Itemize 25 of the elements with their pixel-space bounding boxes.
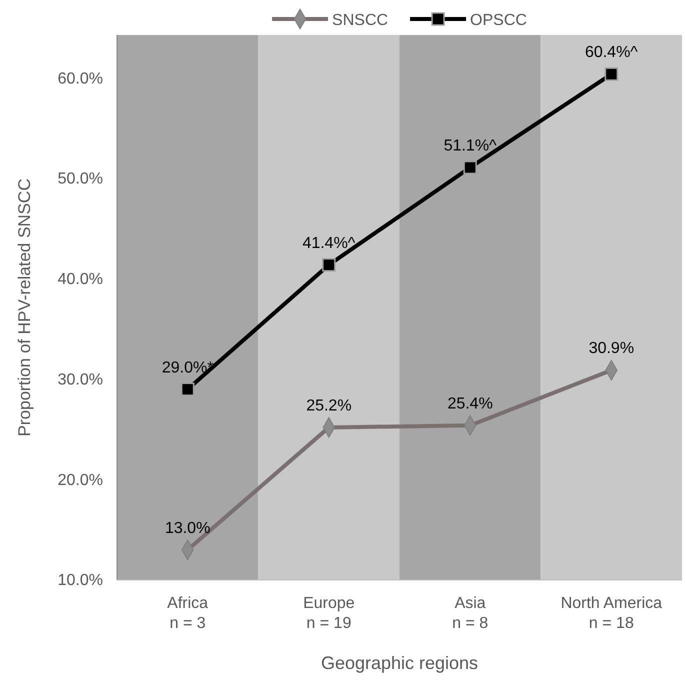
x-tick-label: Africa n = 3 [167,595,208,632]
data-label: 41.4%^ [302,234,356,252]
point [322,258,336,272]
data-label: 51.1%^ [444,137,498,154]
legend-label: SNSCC [332,12,388,29]
data-label: 25.4% [447,395,493,412]
y-axis-title: Proportion of HPV-related SNSCC [15,178,34,436]
y-tick-label: 20.0% [58,472,103,489]
x-axis-title: Geographic regions [320,653,478,673]
point [180,382,194,396]
y-tick-label: 40.0% [58,271,103,288]
y-tick-label: 60.0% [58,70,103,88]
data-label: 30.9% [588,340,634,358]
y-tick-label: 30.0% [58,371,103,388]
data-label: 25.2% [306,397,352,414]
legend-label: OPSCC [470,12,527,29]
point [463,160,477,174]
point [604,67,618,81]
y-tick-label: 10.0% [58,572,103,590]
y-tick-label: 50.0% [58,170,103,188]
data-label: 60.4%^ [584,44,638,62]
x-tick-label: Europe n = 19 [303,595,355,632]
data-label: 13.0% [164,520,210,537]
x-tick-label: Asia n = 8 [452,595,488,632]
x-tick-label: North America n = 18 [560,595,662,632]
